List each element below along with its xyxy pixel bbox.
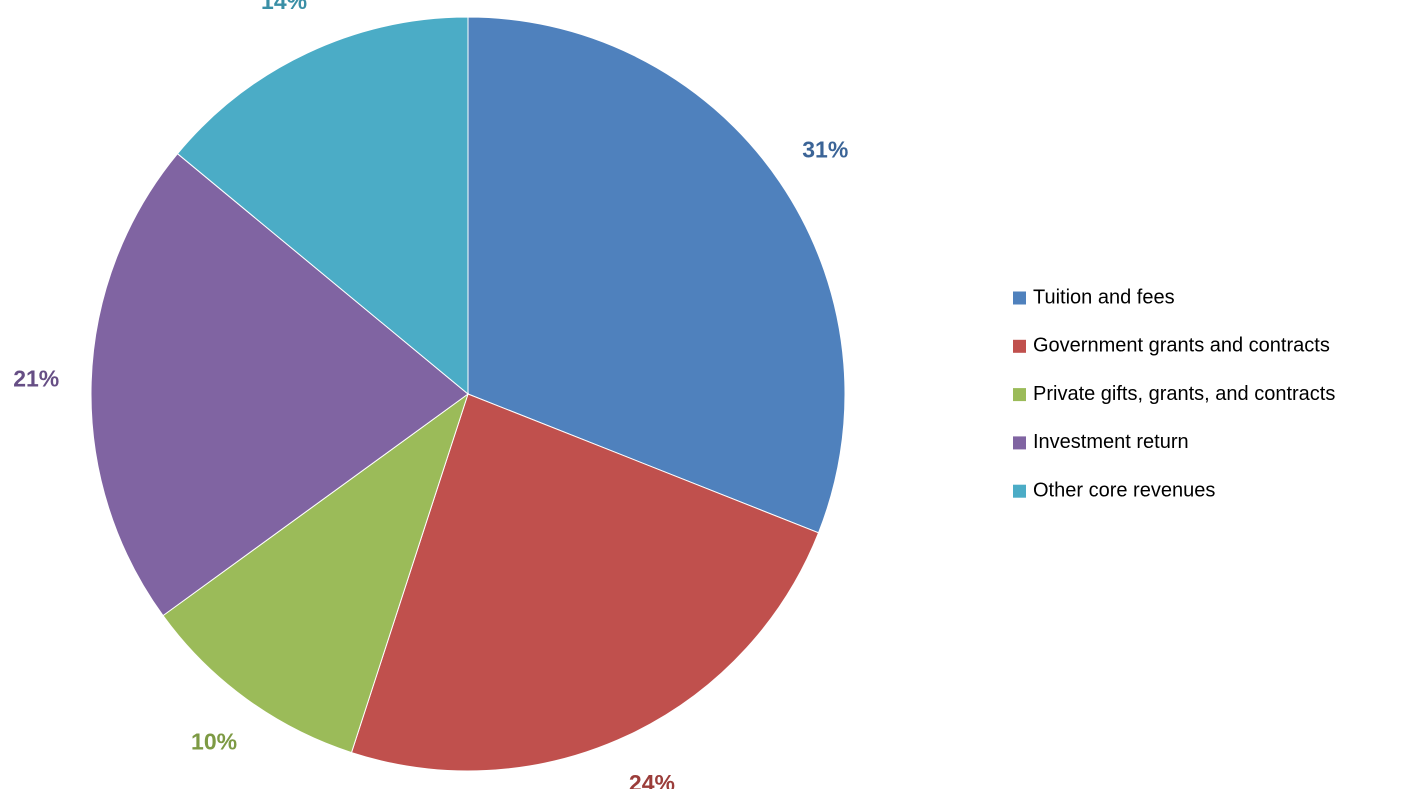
pie-slice: [162, 392, 469, 754]
value-label: 21%: [13, 366, 59, 392]
legend-swatch: [1013, 484, 1026, 498]
legend-label: Investment return: [1033, 431, 1189, 453]
value-label: 10%: [191, 729, 237, 755]
legend-swatch: [1013, 388, 1026, 402]
value-label: 14%: [261, 0, 307, 14]
legend-swatch: [1013, 436, 1026, 450]
legend-label: Government grants and contracts: [1033, 335, 1330, 357]
legend-swatch: [1013, 291, 1026, 305]
pie-slice: [350, 393, 820, 772]
legend-label: Other core revenues: [1033, 479, 1215, 501]
pie-slice: [90, 152, 469, 617]
legend-label: Private gifts, grants, and contracts: [1033, 383, 1335, 405]
legend-swatch: [1013, 339, 1026, 353]
pie-slice: [467, 16, 846, 534]
value-label: 24%: [629, 770, 675, 789]
pie-slice: [176, 16, 469, 396]
value-label: 31%: [802, 136, 848, 162]
legend-label: Tuition and fees: [1033, 286, 1175, 308]
